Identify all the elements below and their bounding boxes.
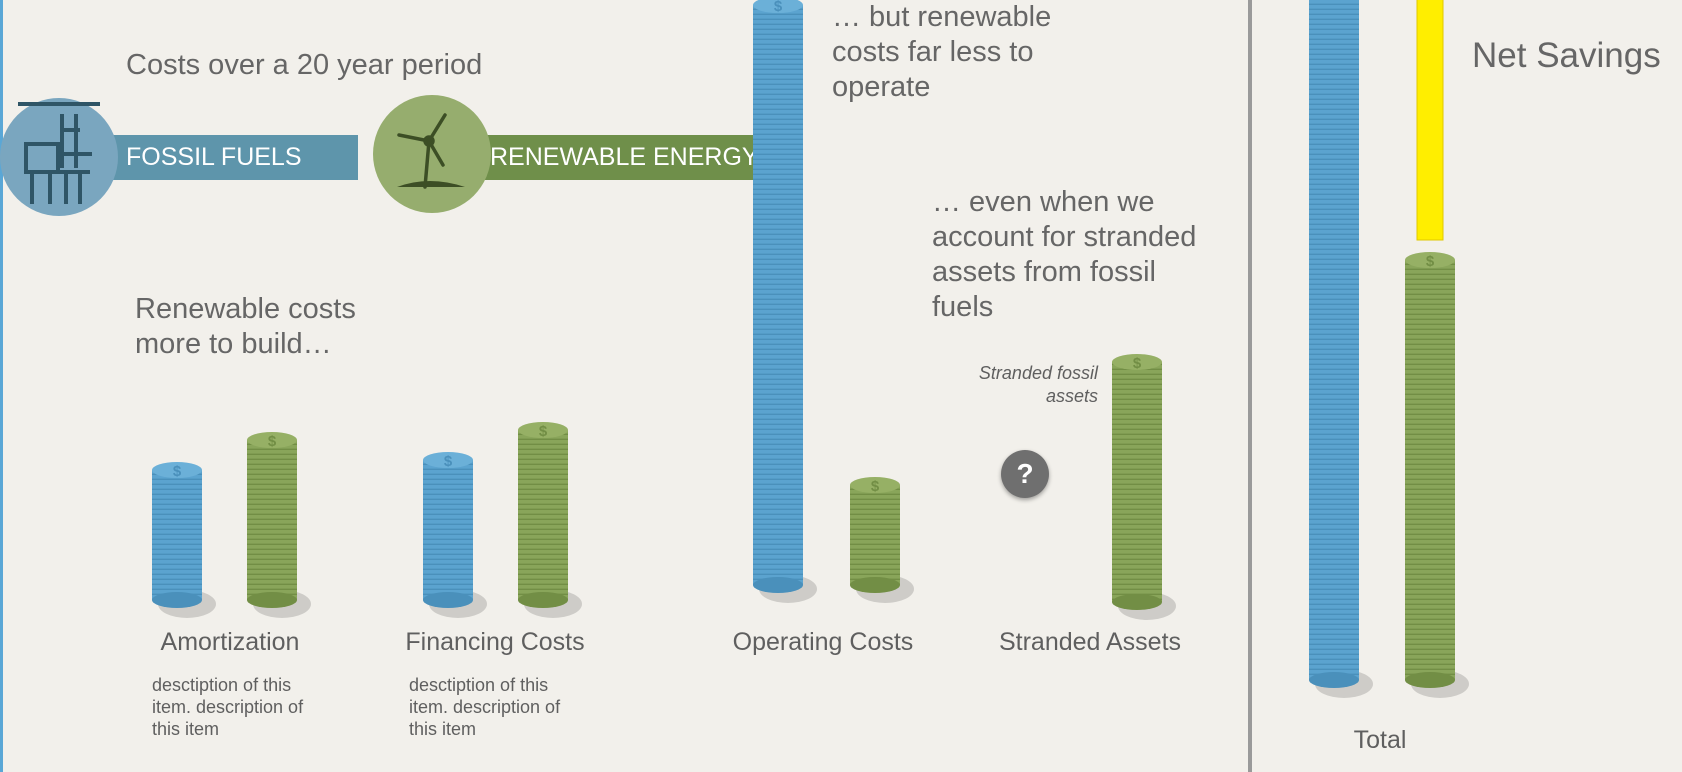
fossil-stack-1: $ (423, 452, 487, 618)
category-label-operating: Operating Costs (732, 628, 914, 656)
fossil-stack-0: $ (152, 462, 216, 618)
renewable-stack-0: $ (247, 432, 311, 618)
left-edge-stripe (0, 0, 3, 772)
wind-turbine-icon (373, 95, 491, 213)
total-divider (1248, 0, 1252, 772)
dollar-icon: $ (774, 0, 783, 15)
dollar-icon: $ (268, 433, 277, 450)
category-label-stranded: Stranded Assets (998, 628, 1182, 656)
renewable-stack-3: $ (1112, 354, 1176, 620)
dollar-icon: $ (539, 423, 548, 440)
build-annotation: Renewable costs more to build… (135, 293, 356, 360)
chart-title: Costs over a 20 year period (126, 49, 483, 81)
dollar-icon: $ (871, 478, 880, 495)
dollar-icon: $ (1133, 355, 1142, 372)
fossil-stack-2: $ (753, 0, 817, 603)
renewable-stack-1: $ (518, 422, 582, 618)
stranded-annotation: … even when we account for stranded asse… (932, 186, 1197, 323)
dollar-icon: $ (173, 463, 182, 480)
renewable-stack-2: $ (850, 477, 914, 603)
legend-fossil-label: FOSSIL FUELS (126, 143, 302, 171)
legend-fossil: FOSSIL FUELS (104, 135, 358, 180)
help-button[interactable]: ? (1001, 450, 1049, 498)
dollar-icon: $ (444, 453, 453, 470)
category-label-financing: Financing Costs (405, 628, 585, 656)
fossil-stack-4: $ (1309, 0, 1373, 698)
legend-renewable: RENEWABLE ENERGY (478, 135, 782, 180)
oil-rig-icon (0, 98, 118, 216)
category-label-amortization: Amortization (160, 628, 300, 656)
category-label-total: Total (1353, 726, 1407, 754)
operate-annotation: … but renewable costs far less to operat… (832, 1, 1052, 103)
legend-renewable-label: RENEWABLE ENERGY (490, 143, 759, 171)
financing-description: desctiption of this item. description of… (409, 675, 561, 739)
dollar-icon: $ (1426, 253, 1435, 270)
amortization-description: desctiption of this item. description of… (152, 675, 304, 739)
stranded-note: Stranded fossil assets (978, 363, 1098, 406)
renewable-stack-4: $ (1405, 252, 1469, 698)
net-savings-bar (1416, 0, 1444, 241)
net-savings-label: Net Savings (1472, 36, 1661, 75)
